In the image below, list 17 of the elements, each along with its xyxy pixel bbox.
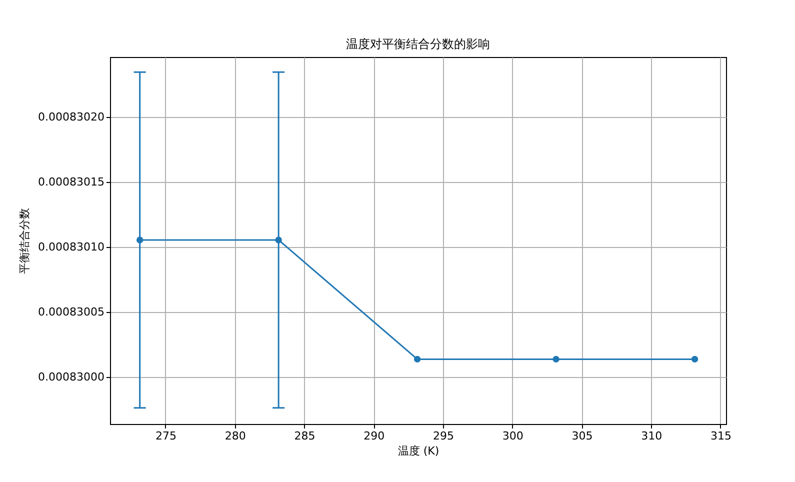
- y-tick-label: 0.00083015: [38, 175, 104, 188]
- x-tick-label: 300: [502, 430, 524, 442]
- x-tick-label: 305: [572, 430, 593, 442]
- y-axis-title: 平衡结合分数: [18, 208, 32, 274]
- x-tick-label: 315: [710, 430, 732, 442]
- y-tick-label: 0.00083000: [38, 370, 104, 384]
- x-tick-label: 280: [224, 430, 246, 442]
- y-tick-label: 0.00083005: [38, 306, 104, 319]
- x-tick-label: 275: [155, 430, 176, 442]
- y-tick-label: 0.00083020: [38, 110, 104, 124]
- chart-title: 温度对平衡结合分数的影响: [346, 37, 490, 51]
- y-tick-label: 0.00083010: [38, 240, 104, 254]
- x-tick-label: 290: [364, 430, 385, 442]
- x-axis-title: 温度 (K): [398, 444, 440, 458]
- x-tick-label: 295: [432, 430, 454, 442]
- x-tick-label: 310: [641, 430, 662, 442]
- x-tick-label: 285: [294, 430, 316, 442]
